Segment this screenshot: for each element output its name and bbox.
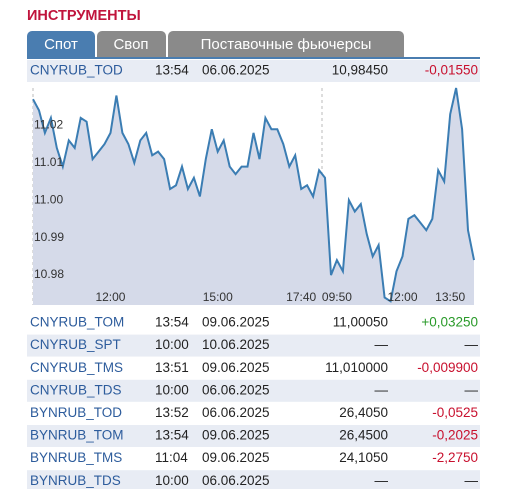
y-tick-label: 11.02 [34,118,63,132]
date: 06.06.2025 [202,63,270,78]
time: 13:54 [155,428,189,443]
instrument: BYNRUB_TOD [30,405,122,420]
instrument: CNYRUB_SPT [30,337,121,352]
instrument: CNYRUB_TOD [30,63,123,78]
time: 13:54 [155,63,189,78]
change: — [465,473,479,488]
date: 09.06.2025 [202,428,270,443]
instrument: CNYRUB_TMS [30,360,123,375]
row-bg [27,334,480,357]
price: 10,98450 [332,63,388,78]
x-tick-label: 13:50 [435,290,465,304]
date: 06.06.2025 [202,473,270,488]
tab[interactable] [168,31,404,58]
price: — [375,337,389,352]
title: ИНСТРУМЕНТЫ [27,8,141,24]
change: +0,03250 [421,315,478,330]
time: 10:00 [155,382,189,397]
x-tick-label: 15:00 [203,290,233,304]
date: 09.06.2025 [202,360,270,375]
line [32,87,475,303]
price: 11,010000 [325,360,388,375]
time: 10:00 [155,473,189,488]
instrument: BYNRUB_TMS [30,450,122,465]
tab[interactable] [27,31,95,58]
date: 10.06.2025 [202,337,270,352]
change: -0,01550 [425,63,478,78]
x-tick-label: 12:00 [95,290,125,304]
y-tick-label: 11.01 [34,155,63,169]
price: — [375,382,389,397]
change: -0,2025 [432,428,478,443]
change: -0,009900 [417,360,478,375]
area [33,88,474,305]
time: 13:52 [155,405,189,420]
price: 24,1050 [339,450,388,465]
y-tick-label: 10.99 [34,230,64,244]
time: 13:51 [155,360,189,375]
time: 11:04 [155,450,188,465]
time: 10:00 [155,337,189,352]
tab[interactable] [97,31,166,58]
tab-label[interactable]: Своп [113,36,148,53]
row-bg [27,425,480,447]
price: — [375,473,389,488]
row-bg [27,470,480,489]
row-bg [27,60,480,82]
price: 26,4500 [339,428,388,443]
instrument: BYNRUB_TDS [30,473,121,488]
time: 13:54 [155,315,189,330]
x-tick-label: 17:40 [286,290,316,304]
tab-label[interactable]: Поставочные фьючерсы [201,36,372,53]
y-tick-label: 10.98 [34,267,64,281]
x-tick-label: 09:50 [322,290,352,304]
change: — [465,382,479,397]
date: 09.06.2025 [202,315,270,330]
instrument: CNYRUB_TDS [30,382,122,397]
y-tick-label: 11.00 [34,192,63,206]
change: -2,2750 [432,450,478,465]
price: 26,4050 [339,405,388,420]
tab-label[interactable]: Спот [44,36,78,53]
x-tick-label: 12:00 [387,290,417,304]
change: -0,0525 [432,405,478,420]
date: 06.06.2025 [202,382,270,397]
row-bg [27,379,480,402]
date: 06.06.2025 [202,405,270,420]
price: 11,00050 [333,315,388,330]
date: 09.06.2025 [202,450,270,465]
change: — [465,337,479,352]
instrument: CNYRUB_TOM [30,315,124,330]
instrument: BYNRUB_TOM [30,428,124,443]
